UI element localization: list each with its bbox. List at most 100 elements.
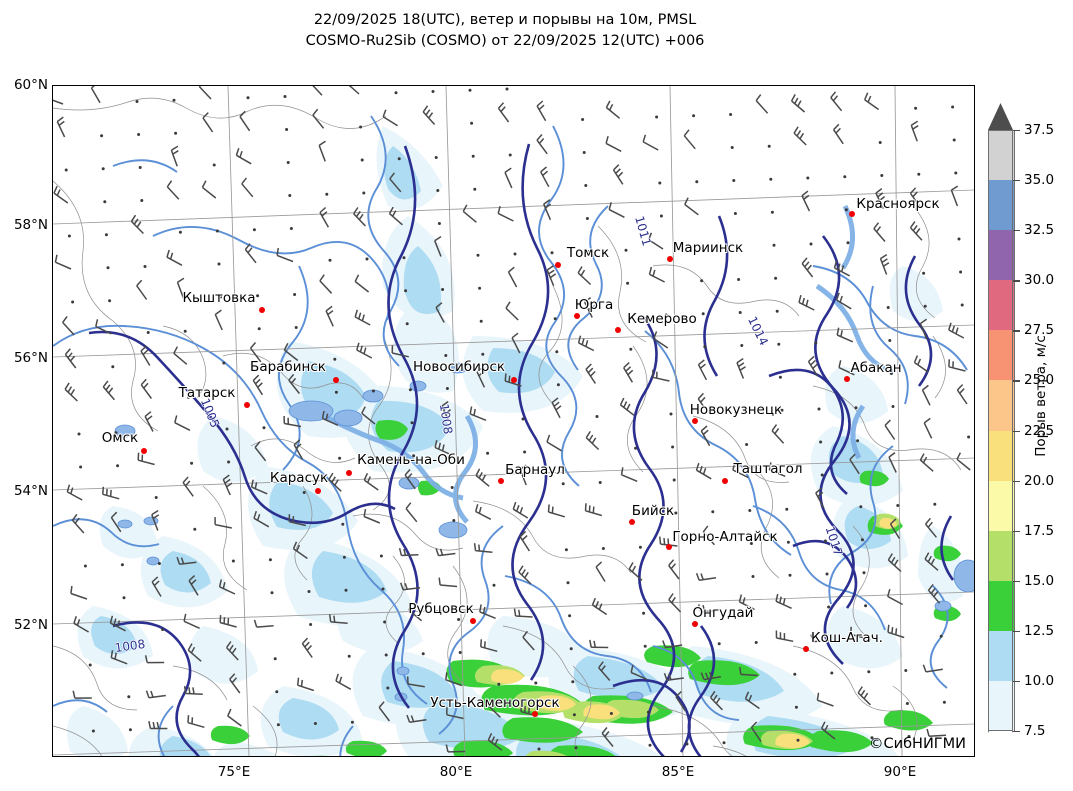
wind-barb	[653, 331, 669, 349]
city-label: Бийск	[631, 503, 675, 519]
wind-barb	[72, 690, 92, 699]
city-marker-dot[interactable]	[346, 470, 352, 476]
wind-barb	[319, 206, 330, 228]
grid-dot	[122, 596, 126, 600]
colorbar-tick-4	[1013, 330, 1020, 332]
city-marker-dot[interactable]	[666, 544, 672, 550]
wind-barb	[700, 671, 721, 681]
colorbar-segment-1	[988, 180, 1015, 231]
wind-barb	[543, 199, 552, 221]
grid-dot	[777, 342, 781, 346]
city-label: Рубцовск	[408, 601, 474, 617]
wind-barb	[434, 440, 451, 456]
city-marker-dot[interactable]	[532, 711, 538, 717]
city-label: Новосибирск	[412, 359, 506, 375]
city-label: Таштагол	[733, 461, 803, 477]
wind-barb	[810, 634, 831, 643]
wind-barb	[910, 120, 919, 142]
city-marker-dot[interactable]	[333, 377, 339, 383]
wind-barb	[668, 593, 682, 613]
grid-dot	[664, 313, 668, 317]
wind-barb	[540, 166, 550, 188]
grid-dot	[481, 352, 485, 356]
wind-barb	[589, 639, 609, 649]
grid-dot	[441, 288, 445, 291]
wind-barb	[71, 513, 85, 534]
grid-dot	[334, 390, 338, 394]
wind-barb	[497, 102, 510, 123]
city-marker-dot[interactable]	[470, 618, 476, 624]
grid-dot	[674, 511, 678, 515]
city-marker-dot[interactable]	[803, 646, 809, 652]
wind-barb	[202, 112, 214, 133]
grid-dot	[333, 357, 337, 361]
grid-dot	[698, 246, 702, 250]
grid-dot	[79, 465, 83, 469]
grid-dot	[732, 179, 736, 182]
city-marker-dot[interactable]	[849, 211, 855, 217]
lakes-layer	[114, 362, 974, 702]
city-marker-dot[interactable]	[692, 418, 698, 424]
grid-dot	[293, 293, 297, 296]
wind-barbs-layer	[53, 86, 971, 753]
wind-barb	[378, 701, 390, 722]
grid-dot	[120, 563, 124, 567]
city-marker-dot[interactable]	[511, 377, 517, 383]
grid-dot	[878, 141, 882, 144]
wind-barb	[182, 476, 194, 497]
grid-dot	[127, 695, 131, 699]
grid-dot	[270, 591, 274, 595]
grid-dot	[508, 153, 512, 157]
city-label: Усть-Каменогорск	[430, 695, 560, 711]
grid-dot	[384, 653, 388, 657]
grid-dot	[137, 133, 141, 136]
map-canvas[interactable]: Кыштовка Барабинск Татарск Омск Карасук Камен…	[52, 85, 975, 757]
city-marker-dot[interactable]	[141, 448, 147, 454]
grid-dot	[468, 88, 472, 92]
grid-dot	[256, 294, 260, 298]
wind-barb	[445, 744, 466, 753]
wind-barb	[956, 384, 968, 405]
grid-dot	[648, 743, 652, 747]
city-marker-dot[interactable]	[574, 313, 580, 319]
city-marker-dot[interactable]	[259, 307, 265, 313]
grid-dot	[111, 365, 115, 369]
grid-dot	[685, 742, 689, 746]
copyright-watermark: ©СибНИГМИ	[869, 736, 966, 752]
wind-barb	[642, 134, 659, 151]
city-marker-dot[interactable]	[498, 478, 504, 484]
city-marker-dot[interactable]	[629, 519, 635, 525]
city-marker-dot[interactable]	[244, 402, 250, 408]
wind-barb	[276, 247, 294, 263]
grid-dot	[967, 435, 971, 439]
wind-barb	[388, 206, 403, 226]
colorbar[interactable]: 37.5 35.0 32.5 30.0 27.5 25.0 22.5 20.0 17.5 15.0…	[988, 103, 1054, 758]
gust-shading-layer	[67, 126, 964, 756]
city-marker-dot[interactable]	[555, 262, 561, 268]
wind-barb	[820, 721, 836, 740]
city-marker-dot[interactable]	[667, 256, 673, 262]
title-line-1: 22/09/2025 18(UTC), ветер и порывы на 10…	[313, 12, 697, 28]
grid-dot	[91, 729, 95, 733]
wind-barb	[407, 602, 423, 622]
city-marker-dot[interactable]	[844, 376, 850, 382]
wind-barb	[292, 541, 308, 560]
lat-tick-label-1: 58°N	[13, 217, 48, 233]
wind-barb	[110, 650, 128, 665]
city-marker-dot[interactable]	[722, 478, 728, 484]
wind-barb	[601, 727, 614, 747]
lon-tick-label-0: 75°E	[217, 764, 251, 780]
grid-dot	[492, 583, 496, 587]
wind-barb	[198, 86, 212, 100]
grid-dot	[564, 548, 568, 552]
city-marker-dot[interactable]	[615, 327, 621, 333]
city-marker-dot[interactable]	[315, 488, 321, 494]
wind-barb	[229, 673, 241, 694]
colorbar-segment-8	[988, 530, 1015, 582]
colorbar-tick-3	[1013, 280, 1020, 282]
colorbar-tick-12	[1013, 731, 1020, 733]
wind-barb	[612, 164, 624, 185]
city-marker-dot[interactable]	[692, 621, 698, 627]
grid-dot	[172, 98, 176, 102]
